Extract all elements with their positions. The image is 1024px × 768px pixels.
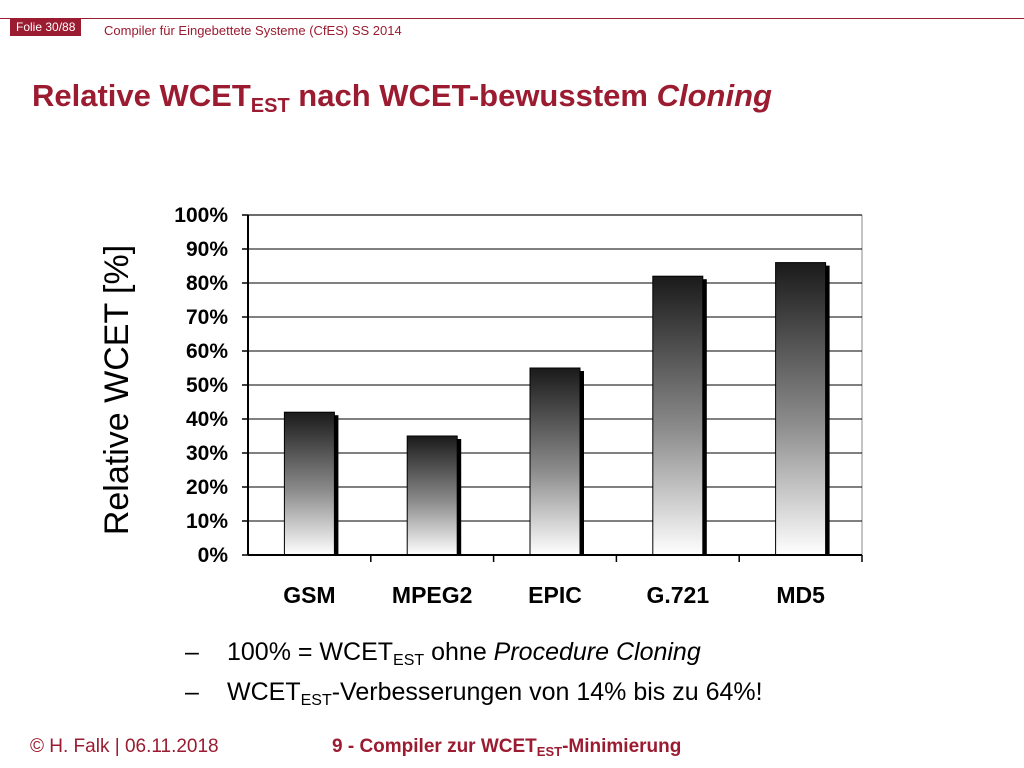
footer-chapter-a: 9 - Compiler zur WCET [332, 736, 537, 757]
title-italic: Cloning [656, 78, 772, 113]
x-category-label: MPEG2 [392, 582, 473, 608]
y-tick-label: 70% [186, 306, 228, 329]
course-title: Compiler für Eingebettete Systeme (CfES)… [104, 23, 402, 38]
bullet-subscript: EST [300, 692, 332, 709]
bar [652, 275, 704, 556]
footer-chapter-b: -Minimierung [562, 736, 682, 757]
x-category-label: MD5 [776, 582, 825, 608]
bullet-text-b: -Verbesserungen von 14% bis zu 64%! [331, 678, 763, 706]
bar [406, 435, 458, 556]
title-main: Relative WCET [32, 78, 251, 113]
slide-number-badge: Folie 30/88 [10, 19, 82, 36]
bar-chart: 0% 10% 20% 30% 40% 50% 60% 70% 80% 90% 100% GSM MPEG… [98, 204, 863, 608]
x-category-label: GSM [283, 582, 335, 608]
bar [529, 367, 581, 556]
header-rule [0, 18, 1024, 19]
bar [283, 411, 335, 556]
bullet-subscript: EST [393, 652, 425, 669]
bullet-text: WCETEST-Verbesserungen von 14% bis zu 64… [227, 678, 763, 709]
footer-subscript: EST [536, 744, 563, 759]
x-category-label: EPIC [528, 582, 582, 608]
y-tick-label: 80% [186, 272, 228, 295]
y-tick-label: 30% [186, 442, 228, 465]
bullet-text-a: 100% = WCET [227, 638, 394, 666]
slide-title: Relative WCETEST nach WCET-bewusstem Clo… [32, 78, 772, 117]
bullet-text-b: ohne [424, 638, 494, 666]
y-axis-label: Relative WCET [%] [98, 245, 136, 535]
y-tick-label: 40% [186, 408, 228, 431]
y-tick-label: 60% [186, 340, 228, 363]
bullet-text-a: WCET [227, 678, 301, 706]
bullet-italic: Procedure Cloning [493, 638, 701, 666]
y-tick-label: 20% [186, 476, 228, 499]
y-tick-label: 10% [186, 510, 228, 533]
bullet-dash: – [185, 678, 199, 706]
y-tick-label: 0% [198, 544, 229, 567]
x-category-label: G.721 [646, 582, 709, 608]
y-tick-label: 50% [186, 374, 228, 397]
title-subscript: EST [250, 95, 290, 117]
y-tick-label: 100% [174, 204, 228, 227]
title-rest: nach WCET-bewusstem [289, 78, 657, 113]
bar [775, 262, 827, 556]
footer-author-date: © H. Falk | 06.11.2018 [30, 736, 219, 757]
bullet-dash: – [185, 638, 199, 666]
footer-chapter: 9 - Compiler zur WCETEST-Minimierung [332, 736, 681, 758]
y-tick-label: 90% [186, 238, 228, 261]
bullet-text: 100% = WCETEST ohne Procedure Cloning [227, 638, 701, 669]
